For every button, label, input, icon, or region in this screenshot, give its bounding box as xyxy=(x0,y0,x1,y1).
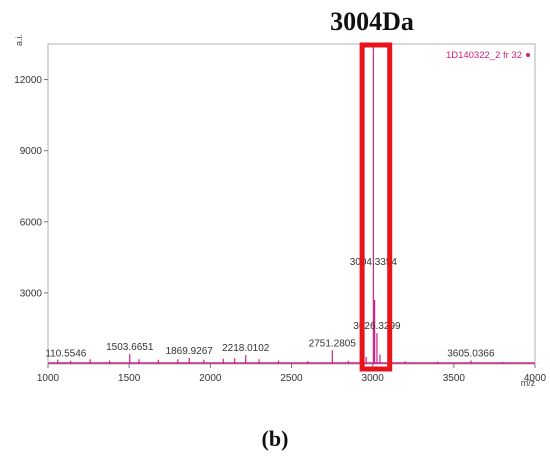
chart-title: 3004Da xyxy=(330,7,414,36)
peak-label: 2751.2805 xyxy=(309,338,357,349)
x-tick-label: 1000 xyxy=(37,373,60,384)
plot-frame xyxy=(47,43,536,365)
x-tick-label: 4000 xyxy=(524,373,547,384)
x-tick-label: 3000 xyxy=(362,373,385,384)
x-tick-label: 3500 xyxy=(443,373,466,384)
y-axis-label: a.i. xyxy=(14,34,24,46)
y-tick-label: 6000 xyxy=(20,217,43,228)
peak-label: 1869.9267 xyxy=(166,346,214,357)
highlight-rect xyxy=(359,42,393,372)
figure-caption: (b) xyxy=(262,426,289,451)
y-tick-label: 9000 xyxy=(20,146,43,157)
legend-label: 1D140322_2 fr 32 xyxy=(446,50,522,61)
x-tick-label: 2500 xyxy=(280,373,303,384)
peak-label: 3026.3299 xyxy=(353,321,401,332)
legend-marker xyxy=(526,53,530,57)
plot-area xyxy=(47,43,536,365)
peak-label: 3004.3354 xyxy=(350,257,398,268)
highlight-box xyxy=(359,42,393,372)
y-tick-label: 12000 xyxy=(14,75,42,86)
peak-label: 3605.0366 xyxy=(447,348,495,359)
x-tick-label: 1500 xyxy=(118,373,141,384)
axis-ticks: 1000 1500 2000 2500 3000 3500 4000 3000 6000 9000… xyxy=(14,75,546,384)
y-tick-label: 3000 xyxy=(20,288,43,299)
spectrum-peaks xyxy=(48,46,535,364)
peak-labels: 110.5546 1503.6651 1869.9267 2218.0102 2751.… xyxy=(45,257,495,359)
x-tick-label: 2000 xyxy=(199,373,222,384)
peak-label: 2218.0102 xyxy=(222,343,270,354)
x-axis-label: m/z xyxy=(521,378,536,388)
peak-label: 1503.6651 xyxy=(106,342,154,353)
peak-label: 110.5546 xyxy=(45,348,86,359)
legend: 1D140322_2 fr 32 xyxy=(446,50,530,61)
